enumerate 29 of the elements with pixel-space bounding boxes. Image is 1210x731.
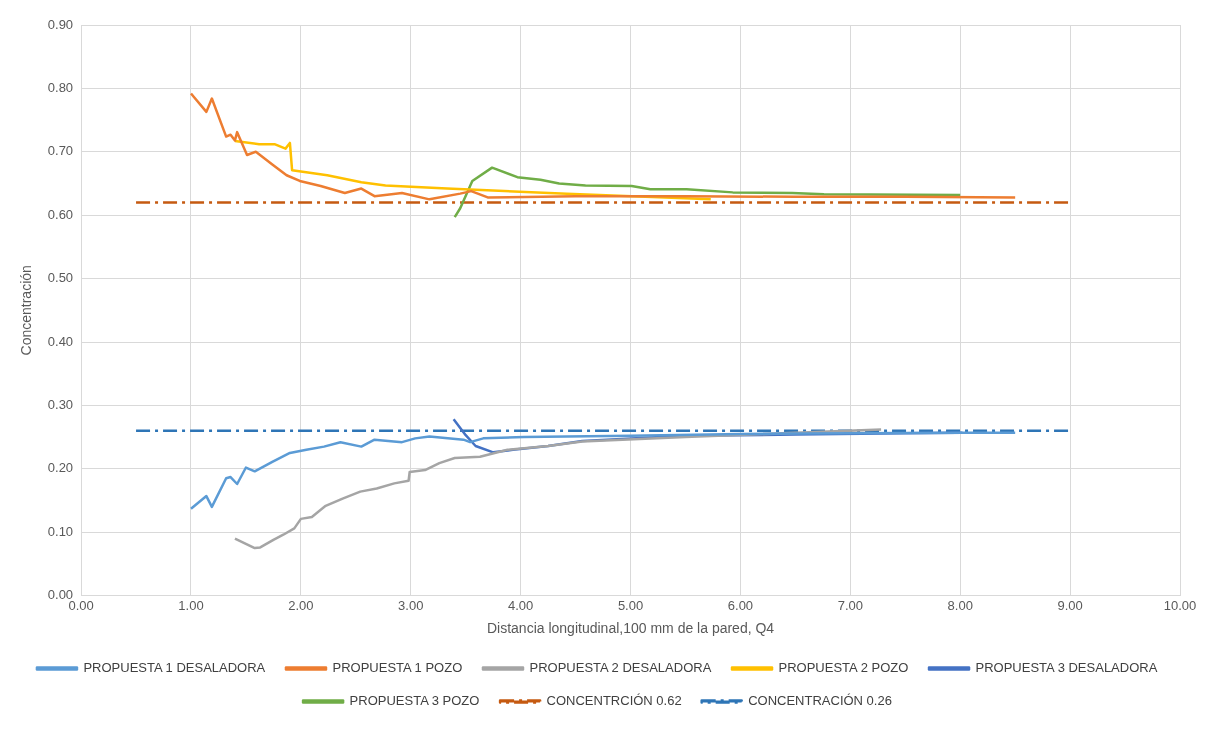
- y-tick-label: 0.60: [47, 206, 74, 222]
- x-tick-label: 10.00: [1163, 597, 1197, 613]
- x-tick-label: 1.00: [178, 597, 204, 613]
- x-tick-label: 2.00: [288, 597, 314, 613]
- legend-label: CONCENTRCIÓN 0.62: [546, 693, 682, 709]
- x-tick-label: 5.00: [617, 597, 644, 613]
- x-tick-label: 9.00: [1057, 597, 1083, 613]
- y-tick-label: 0.20: [47, 460, 74, 476]
- x-tick-label: 4.00: [508, 597, 534, 613]
- y-tick-label: 0.10: [47, 523, 74, 539]
- x-axis-title: Distancia longitudinal,100 mm de la pared, Q4: [486, 620, 775, 637]
- legend-label: PROPUESTA 3 POZO: [349, 693, 480, 709]
- legend-label: CONCENTRACIÓN 0.26: [748, 693, 892, 709]
- y-tick-label: 0.50: [47, 270, 74, 286]
- x-tick-label: 7.00: [837, 597, 863, 613]
- x-tick-label: 6.00: [727, 597, 754, 613]
- y-axis-title: Concentración: [18, 265, 35, 356]
- legend-label: PROPUESTA 1 DESALADORA: [83, 660, 266, 676]
- y-tick-label: 0.30: [47, 396, 74, 412]
- legend-label: PROPUESTA 1 POZO: [332, 660, 463, 676]
- x-tick-label: 8.00: [947, 597, 973, 613]
- legend-label: PROPUESTA 3 DESALADORA: [975, 660, 1158, 676]
- y-tick-label: 0.90: [47, 16, 74, 32]
- legend-label: PROPUESTA 2 POZO: [778, 660, 909, 676]
- y-tick-label: 0.40: [47, 333, 74, 349]
- x-tick-label: 3.00: [398, 597, 424, 613]
- legend-label: PROPUESTA 2 DESALADORA: [529, 660, 712, 676]
- y-tick-label: 0.70: [47, 143, 74, 159]
- y-tick-label: 0.80: [47, 79, 74, 95]
